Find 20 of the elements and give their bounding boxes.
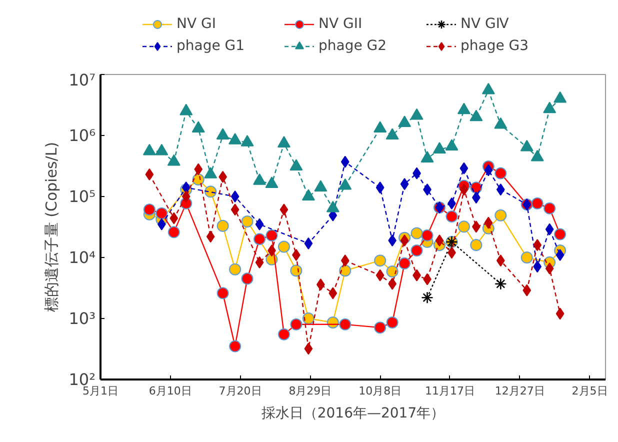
y-tick-label: 10⁶ [68, 126, 96, 145]
legend-label: NV GI [176, 16, 217, 32]
x-tick-label: 11月17日 [424, 384, 475, 398]
x-tick-label: 6月10日 [148, 384, 192, 398]
legend-label: phage G1 [176, 38, 246, 54]
x-axis-title: 採水日（2016年—2017年） [261, 406, 445, 422]
legend-label: NV GⅣ [460, 16, 510, 32]
x-tick-label: 8月29日 [288, 384, 332, 398]
y-tick-label: 10⁷ [68, 70, 96, 90]
legend-label: NV GII [318, 16, 364, 32]
y-tick-label: 10⁵ [68, 187, 96, 206]
x-tick-label: 10月8日 [358, 384, 402, 398]
y-axis-title: 標的遺伝子量 (Copies/L) [42, 142, 61, 312]
legend-label: phage G3 [460, 38, 530, 54]
y-tick-label: 10³ [68, 309, 96, 328]
y-tick-label: 10⁴ [68, 248, 96, 267]
x-tick-label: 2月5日 [572, 384, 608, 398]
x-tick-label: 7月20日 [218, 384, 262, 398]
legend-label: phage G2 [318, 38, 388, 54]
x-tick-label: 12月27日 [494, 384, 545, 398]
